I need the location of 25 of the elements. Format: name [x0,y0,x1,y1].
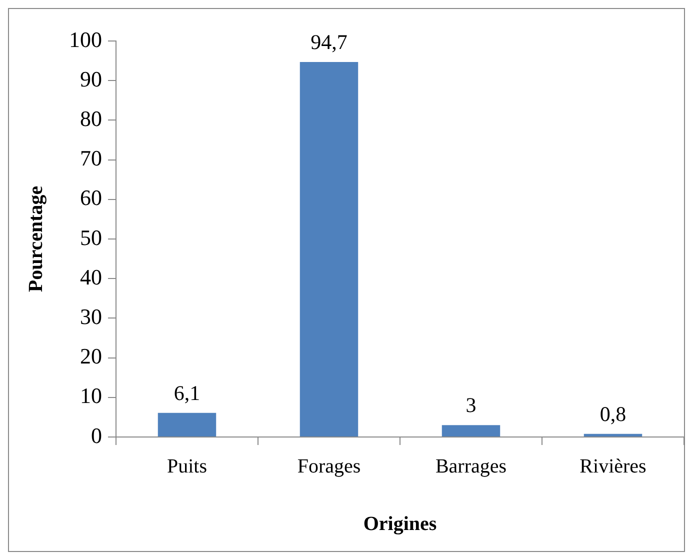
y-tick-label: 90 [80,66,102,92]
bar [442,425,500,436]
bar [158,412,216,436]
y-tick-label: 30 [80,304,102,329]
y-tick-label: 40 [80,264,102,290]
y-tick-label: 50 [80,224,102,250]
x-axis-title: Origines [363,513,437,536]
x-tick-label: Puits [166,455,208,478]
y-axis-title: Pourcentage [25,186,48,292]
x-tick-label: Rivières [580,455,647,478]
data-label: 3 [466,393,476,418]
y-tick-label: 80 [80,106,102,131]
bar [584,434,642,436]
data-label: 6,1 [174,380,200,405]
data-label: 0,8 [600,402,626,426]
y-tick-label: 10 [80,383,102,408]
x-tick-label: Forages [297,455,361,478]
bar [300,62,358,436]
y-tick-label: 70 [80,146,102,171]
y-tick-label: 100 [69,26,102,52]
data-label: 94,7 [310,30,348,54]
x-tick-label: Barrages [435,455,507,478]
y-tick-label: 0 [91,422,102,448]
y-tick-label: 60 [80,185,102,210]
y-tick-label: 20 [80,344,102,369]
